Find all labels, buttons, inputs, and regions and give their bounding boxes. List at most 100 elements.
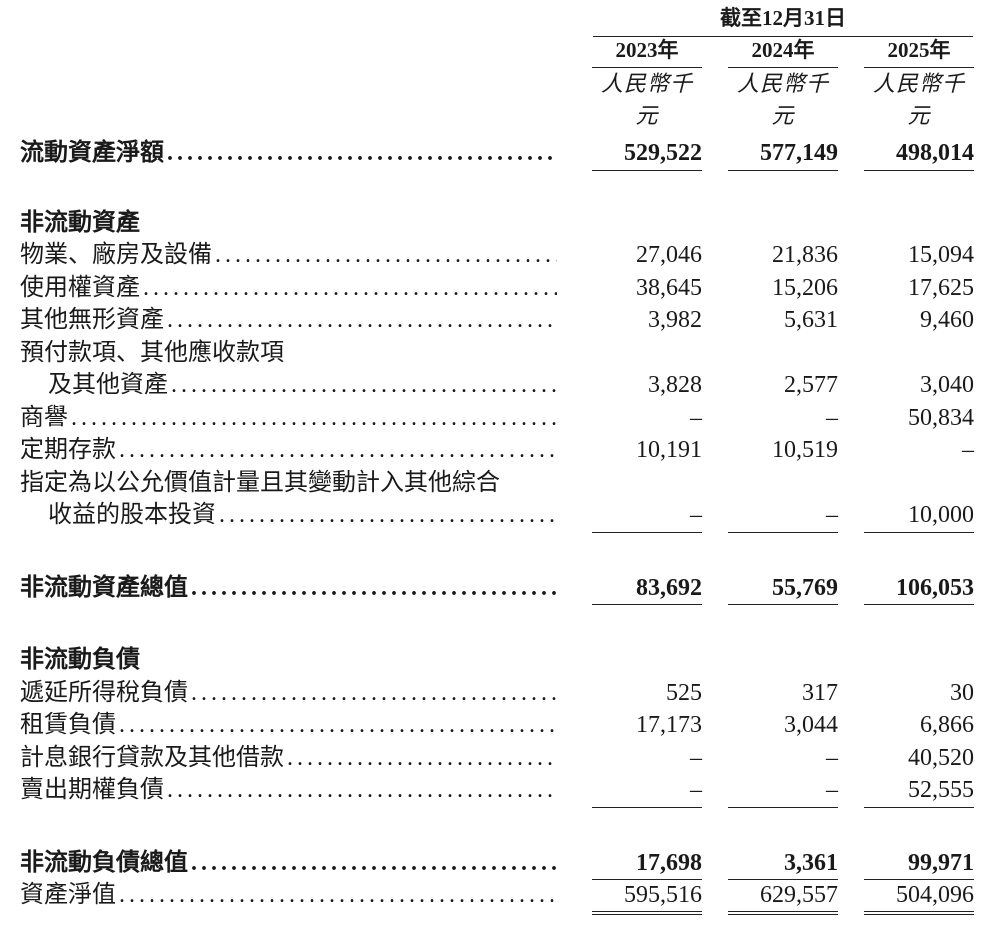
value-2025年: 10,000 xyxy=(864,499,974,533)
value-2024年: – xyxy=(826,744,838,771)
value-2025年: 99,971 xyxy=(864,847,974,880)
dot-leader: ........................................… xyxy=(167,140,557,166)
section-heading: 非流動負債 xyxy=(0,644,1000,677)
row-label-text: 指定為以公允價值計量且其變動計入其他綜合 xyxy=(20,469,500,496)
value-2023年: 3,828 xyxy=(648,372,702,398)
total-row: 流動資產淨額..................................… xyxy=(0,137,1000,171)
value-2025年: 6,866 xyxy=(920,712,974,738)
value-2023年: 83,692 xyxy=(592,572,702,605)
value-2025年: 52,555 xyxy=(864,774,974,808)
value-2024年: 3,044 xyxy=(784,712,838,738)
dot-leader: ........................................… xyxy=(143,274,557,301)
value-2023年: 595,516 xyxy=(592,879,702,915)
year-header-2024: 2024年 xyxy=(728,34,838,68)
row-label-text: 使用權資產 xyxy=(20,274,140,301)
dot-leader: ........................................… xyxy=(219,502,557,528)
table-row: 賣出期權負債..................................… xyxy=(0,774,1000,808)
row-label: 物業、廠房及設備................................… xyxy=(20,239,557,272)
dot-leader: ........................................… xyxy=(71,404,557,431)
table-row: 租賃負債....................................… xyxy=(0,709,1000,742)
value-2023年: – xyxy=(592,774,702,808)
row-label: 商譽......................................… xyxy=(20,402,557,435)
row-label-text: 非流動負債 xyxy=(20,647,140,673)
value-2024年: 3,361 xyxy=(728,847,838,880)
unit-label: 人民幣千元 xyxy=(736,71,829,128)
row-label: 指定為以公允價值計量且其變動計入其他綜合 xyxy=(20,467,557,500)
total-row: 非流動資產總值.................................… xyxy=(0,572,1000,605)
row-label-text: 商譽 xyxy=(20,404,68,431)
table-row: 遞延所得稅負債.................................… xyxy=(0,677,1000,710)
table-row: 定期存款....................................… xyxy=(0,434,1000,467)
row-label-text: 物業、廠房及設備 xyxy=(20,242,212,268)
value-2025年: – xyxy=(962,437,974,463)
value-2024年: 577,149 xyxy=(728,137,838,171)
dot-leader: ........................................… xyxy=(191,574,557,601)
year-header-2025: 2025年 xyxy=(864,34,974,68)
value-2024年: 5,631 xyxy=(784,307,838,333)
row-label-text: 資產淨值 xyxy=(20,882,116,908)
row-label: 非流動負債 xyxy=(20,644,557,677)
dot-leader: ........................................… xyxy=(191,679,557,706)
value-2024年: – xyxy=(728,774,838,808)
value-2023年: 17,698 xyxy=(592,847,702,880)
value-2025年: 17,625 xyxy=(908,274,974,301)
value-2023年: 525 xyxy=(666,679,702,706)
dot-leader: ........................................… xyxy=(167,777,557,803)
dot-leader: ........................................… xyxy=(287,744,557,771)
value-2024年: – xyxy=(728,499,838,533)
period-header: 截至12月31日 xyxy=(593,2,973,37)
value-2025年: 40,520 xyxy=(908,744,974,771)
row-label: 非流動資產 xyxy=(20,207,557,240)
value-2023年: 3,982 xyxy=(648,307,702,333)
value-2025年: 50,834 xyxy=(908,404,974,431)
row-label: 租賃負債....................................… xyxy=(20,709,557,742)
value-2023年: 10,191 xyxy=(636,437,702,463)
row-label-text: 遞延所得稅負債 xyxy=(20,679,188,706)
value-2024年: 629,557 xyxy=(728,879,838,915)
value-2023年: – xyxy=(592,499,702,533)
value-2023年: 17,173 xyxy=(636,712,702,738)
financial-table: 流動資產淨額..................................… xyxy=(0,108,1000,915)
value-2023年: – xyxy=(690,744,702,771)
table-row: 指定為以公允價值計量且其變動計入其他綜合 xyxy=(0,467,1000,500)
spacer xyxy=(0,604,1000,644)
row-label: 資產淨值....................................… xyxy=(20,879,557,912)
value-2025年: 9,460 xyxy=(920,307,974,333)
row-label-text: 流動資產淨額 xyxy=(20,140,164,166)
year-header-2023: 2023年 xyxy=(592,34,702,68)
row-label: 計息銀行貸款及其他借款.............................… xyxy=(20,742,557,775)
dot-leader: ........................................… xyxy=(167,307,557,333)
value-2025年: 30 xyxy=(950,679,974,706)
value-2023年: 529,522 xyxy=(592,137,702,171)
row-label-text: 非流動資產總值 xyxy=(20,574,188,601)
dot-leader: ........................................… xyxy=(119,437,557,463)
row-label: 流動資產淨額..................................… xyxy=(20,137,557,170)
dot-leader: ........................................… xyxy=(119,882,557,908)
value-2025年: 3,040 xyxy=(920,372,974,398)
table-row: 預付款項、其他應收款項 xyxy=(0,337,1000,370)
row-label-text: 預付款項、其他應收款項 xyxy=(20,339,284,366)
spacer xyxy=(0,108,1000,137)
value-2024年: 55,769 xyxy=(728,572,838,605)
value-2025年: 504,096 xyxy=(864,879,974,915)
row-label: 賣出期權負債..................................… xyxy=(20,774,557,807)
row-label-text: 賣出期權負債 xyxy=(20,777,164,803)
section-heading: 非流動資產 xyxy=(0,207,1000,240)
value-2023年: 38,645 xyxy=(636,274,702,301)
table-row: 商譽......................................… xyxy=(0,402,1000,435)
row-label-text: 計息銀行貸款及其他借款 xyxy=(20,744,284,771)
row-label: 收益的股本投資.................................… xyxy=(48,499,557,532)
value-2023年: 27,046 xyxy=(636,242,702,268)
row-label-text: 收益的股本投資 xyxy=(48,502,216,528)
row-label: 使用權資產...................................… xyxy=(20,272,557,305)
row-label-text: 非流動負債總值 xyxy=(20,849,188,876)
value-2024年: 21,836 xyxy=(772,242,838,268)
value-2024年: 10,519 xyxy=(772,437,838,463)
unit-label: 人民幣千元 xyxy=(600,71,693,128)
row-label: 非流動資產總值.................................… xyxy=(20,572,557,605)
table-row: 物業、廠房及設備................................… xyxy=(0,239,1000,272)
row-label-text: 定期存款 xyxy=(20,437,116,463)
value-2024年: – xyxy=(826,404,838,431)
row-label: 定期存款....................................… xyxy=(20,434,557,467)
row-label-text: 及其他資產 xyxy=(48,372,168,398)
